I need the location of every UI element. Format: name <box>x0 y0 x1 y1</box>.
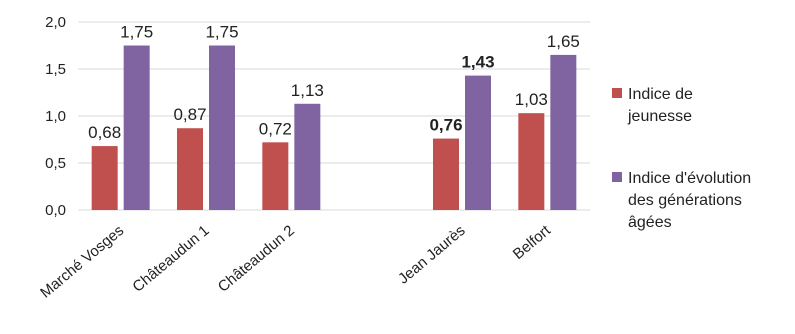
bar-jeunesse <box>518 113 545 210</box>
data-label: 1,13 <box>291 81 324 100</box>
x-tick-label: Marché Vosges <box>37 222 127 301</box>
gridlines <box>78 21 590 211</box>
bar-jeunesse <box>91 146 118 210</box>
bar-evolution <box>465 75 491 210</box>
legend-label: jeunesse <box>627 108 692 125</box>
legend-item: Indice d'évolution des générations âgées <box>612 170 751 231</box>
y-tick-label: 0,0 <box>45 202 66 219</box>
bar-jeunesse <box>433 138 459 210</box>
legend: Indice de jeunesse Indice d'évolution des g… <box>612 86 751 231</box>
x-tick-label: Jean Jaurès <box>395 222 469 288</box>
y-tick-label: 1,0 <box>45 108 66 125</box>
y-tick-label: 1,5 <box>45 61 66 78</box>
x-tick-label: Belfort <box>510 222 555 263</box>
legend-label: des générations <box>628 192 742 209</box>
bar-evolution <box>209 45 235 210</box>
data-label: 0,76 <box>429 116 462 135</box>
bar-evolution <box>123 45 150 210</box>
bars <box>91 45 577 211</box>
data-label: 1,65 <box>547 32 580 51</box>
y-tick-label: 2,0 <box>45 14 66 31</box>
bar-evolution <box>550 54 577 211</box>
legend-label: âgées <box>628 214 672 231</box>
y-axis-ticks: 0,0 0,5 1,0 1,5 2,0 <box>45 14 66 219</box>
legend-label: Indice d'évolution <box>628 170 751 187</box>
data-label: 0,68 <box>88 123 121 142</box>
data-label: 1,75 <box>120 23 153 42</box>
legend-item: Indice de jeunesse <box>612 86 693 125</box>
x-tick-label: Châteaudun 2 <box>215 222 298 296</box>
data-label: 0,87 <box>173 105 206 124</box>
data-labels: 0,68 1,75 0,87 1,75 0,72 1,13 0,76 1,43 1,03 1,65 <box>88 23 580 143</box>
x-tick-label: Châteaudun 1 <box>129 222 212 296</box>
data-label: 1,03 <box>515 90 548 109</box>
data-label: 1,75 <box>205 23 238 42</box>
bar-jeunesse <box>177 128 203 210</box>
data-label: 1,43 <box>461 53 494 72</box>
x-axis-ticks: Marché Vosges Châteaudun 1 Châteaudun 2 Jea… <box>37 222 554 302</box>
legend-label: Indice de <box>628 86 693 103</box>
legend-swatch <box>612 172 622 182</box>
bar-jeunesse <box>262 142 289 210</box>
bar-evolution <box>294 103 321 210</box>
data-label: 0,72 <box>259 119 292 138</box>
legend-swatch <box>612 88 622 98</box>
y-tick-label: 0,5 <box>45 155 66 172</box>
